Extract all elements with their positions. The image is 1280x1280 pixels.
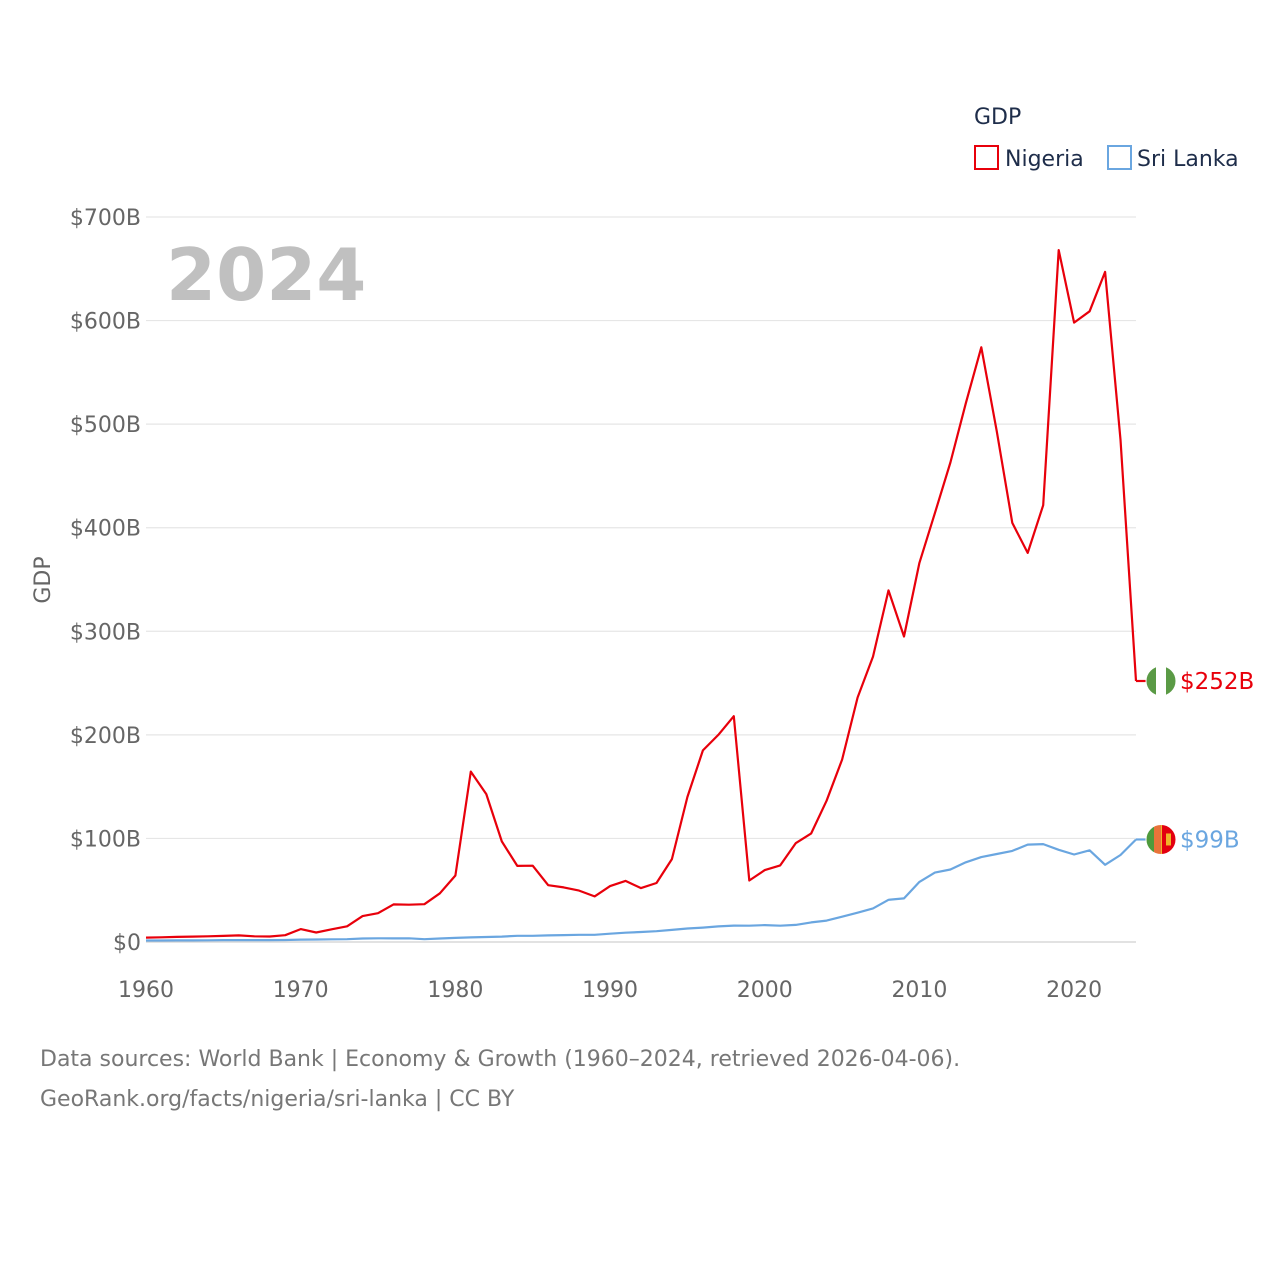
x-tick-label: 1980 bbox=[427, 978, 483, 1003]
y-tick-label: $700B bbox=[70, 206, 141, 231]
y-tick-label: $200B bbox=[70, 724, 141, 749]
legend-title: GDP bbox=[974, 105, 1021, 130]
y-axis-label: GDP bbox=[31, 556, 56, 603]
x-tick-label: 1960 bbox=[118, 978, 174, 1003]
x-axis-ticks: 1960 1970 1980 1990 2000 2010 2020 bbox=[118, 978, 1102, 1003]
y-tick-label: $0 bbox=[113, 931, 141, 956]
y-tick-label: $300B bbox=[70, 620, 141, 645]
end-value-label-nigeria: $252B bbox=[1180, 669, 1254, 695]
gridlines bbox=[146, 216, 1136, 943]
x-tick-label: 2000 bbox=[737, 978, 793, 1003]
year-watermark: 2024 bbox=[166, 233, 366, 317]
x-tick-label: 2020 bbox=[1046, 978, 1102, 1003]
footer-attribution[interactable]: GeoRank.org/facts/nigeria/sri-lanka | CC… bbox=[40, 1087, 515, 1112]
legend-swatch-sri-lanka[interactable] bbox=[1107, 145, 1132, 170]
series-line-nigeria[interactable] bbox=[145, 249, 1138, 939]
y-tick-label: $500B bbox=[70, 413, 141, 438]
series-lines bbox=[145, 249, 1138, 942]
flag-marker-nigeria bbox=[1145, 665, 1177, 697]
end-value-label-sri-lanka: $99B bbox=[1180, 827, 1240, 853]
y-axis-ticks: $0 $100B $200B $300B $400B $500B $600B $700B bbox=[70, 206, 141, 956]
end-markers: $252B $99B bbox=[1136, 665, 1254, 855]
x-tick-label: 1970 bbox=[273, 978, 329, 1003]
footer: Data sources: World Bank | Economy & Gro… bbox=[40, 1040, 960, 1120]
legend-label-nigeria[interactable]: Nigeria bbox=[1005, 147, 1084, 172]
y-tick-label: $100B bbox=[70, 827, 141, 852]
flag-marker-sri-lanka bbox=[1145, 823, 1177, 855]
series-line-sri-lanka[interactable] bbox=[146, 838, 1137, 942]
legend-swatch-nigeria[interactable] bbox=[974, 145, 999, 170]
y-tick-label: $400B bbox=[70, 517, 141, 542]
footer-sources: Data sources: World Bank | Economy & Gro… bbox=[40, 1047, 961, 1072]
x-tick-label: 2010 bbox=[891, 978, 947, 1003]
legend: GDP Nigeria Sri Lanka bbox=[974, 105, 1239, 172]
x-tick-label: 1990 bbox=[582, 978, 638, 1003]
legend-label-sri-lanka[interactable]: Sri Lanka bbox=[1137, 147, 1239, 172]
y-tick-label: $600B bbox=[70, 310, 141, 335]
